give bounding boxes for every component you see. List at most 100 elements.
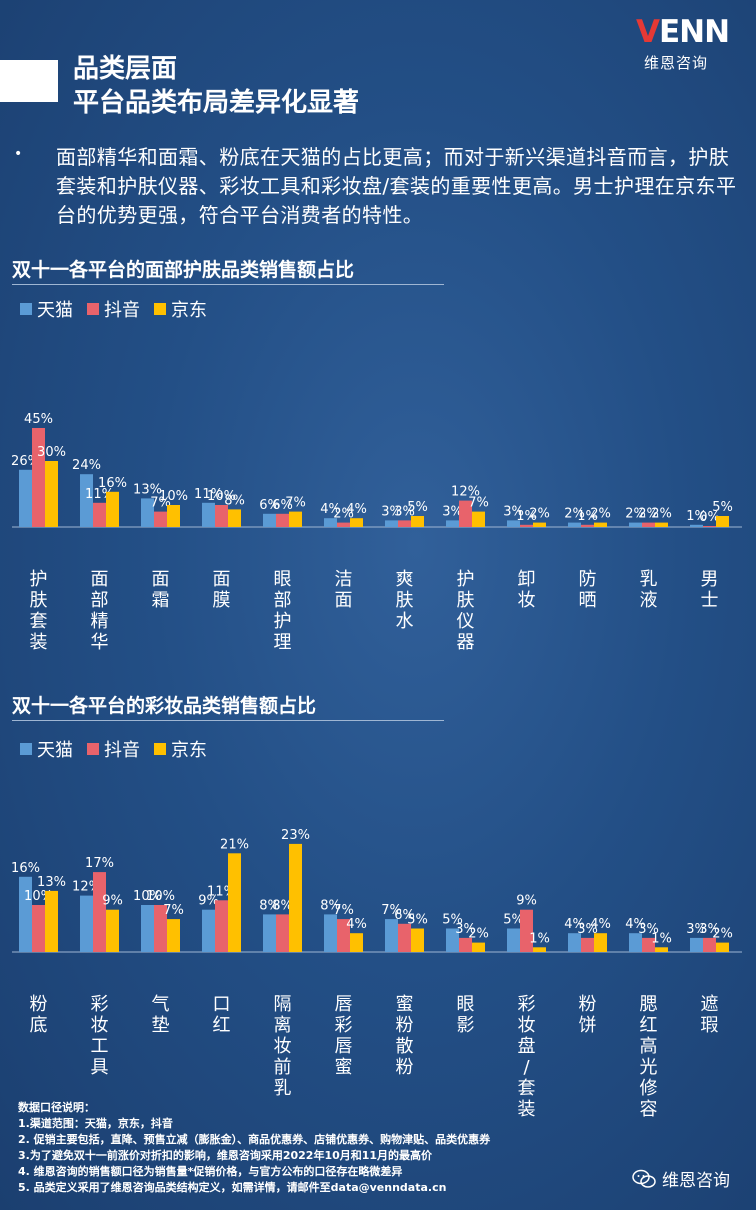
data-label: 5% [442,913,463,928]
bar-天猫 [446,928,459,952]
data-label: 2% [468,927,489,942]
data-label: 1% [686,509,707,524]
bar-京东 [228,509,241,527]
data-label: 0% [699,510,720,525]
bar-京东 [289,843,302,952]
data-label: 4% [320,502,341,517]
data-label: 3% [503,504,524,519]
bar-抖音 [398,520,411,527]
category-label: 洁面 [335,569,353,611]
bar-天猫 [446,520,459,527]
category-label: 男士 [701,569,719,611]
bar-京东 [533,947,546,952]
bar-京东 [716,942,729,952]
data-label: 7% [468,496,489,511]
bar-天猫 [385,520,398,527]
category-label: 护肤仪器 [457,569,475,653]
legend-douyin-swatch [87,303,99,315]
data-label: 24% [72,458,101,473]
data-label: 3% [686,922,707,937]
venn-logo: VENN 维恩咨询 [636,14,746,84]
data-label: 21% [220,837,249,852]
bar-抖音 [581,524,594,527]
bar-天猫 [263,914,276,952]
note-line: 2. 促销主要包括，直降、预售立减（膨胀金）、商品优惠券、店铺优惠券、购物津贴、… [18,1133,491,1146]
data-label: 10% [159,489,188,504]
data-label: 5% [407,500,428,515]
bar-京东 [594,522,607,527]
bar-京东 [411,928,424,952]
logo-mark: VENN [636,14,730,50]
data-label: 2% [638,507,659,522]
bar-京东 [655,522,668,527]
data-label: 23% [281,828,310,843]
footer-brand: 维恩咨询 [632,1166,730,1191]
category-label: 眼影 [457,994,475,1036]
category-label: 卸妆 [518,569,536,611]
legend-jd: 京东 [154,736,207,762]
category-label: 彩妆工具 [91,994,109,1078]
data-label: 3% [381,504,402,519]
legend-douyin: 抖音 [87,736,140,762]
note-line: 3.为了避免双十一前涨价对折扣的影响，维恩咨询采用2022年10月和11月的最高… [18,1149,433,1162]
data-label: 3% [638,922,659,937]
legend-tmall-swatch [20,303,32,315]
data-label: 2% [333,507,354,522]
data-label: 9% [198,894,219,909]
bar-抖音 [459,500,472,527]
data-label: 10% [207,489,236,504]
data-label: 5% [712,500,733,515]
bar-京东 [411,516,424,527]
data-label: 6% [272,498,293,513]
data-label: 6% [259,498,280,513]
bar-京东 [533,522,546,527]
data-label: 7% [150,496,171,511]
chart1-divider [12,284,444,285]
bar-京东 [472,511,485,527]
bar-天猫 [385,919,398,952]
bar-抖音 [520,524,533,527]
data-label: 3% [699,922,720,937]
title-marker [0,60,58,102]
bar-抖音 [154,905,167,952]
data-label: 10% [146,889,175,904]
chart1-title: 双十一各平台的面部护肤品类销售额占比 [12,259,355,281]
bar-京东 [350,933,363,952]
legend-jd-swatch [154,743,166,755]
bullet-icon: • [14,146,23,162]
page-title: 品类层面 平台品类布局差异化显著 [73,54,360,118]
bar-抖音 [703,526,716,527]
bar-抖音 [337,919,350,952]
category-label: 爽肤水 [396,569,414,632]
bar-京东 [106,909,119,952]
bar-天猫 [324,518,337,527]
legend-tmall: 天猫 [20,736,73,762]
category-label: 护肤套装 [30,569,48,653]
bar-抖音 [276,914,289,952]
data-label: 9% [516,894,537,909]
data-label: 16% [11,861,40,876]
bar-京东 [655,947,668,952]
legend-douyin: 抖音 [87,296,140,322]
note-line: 4. 维恩咨询的销售额口径为销售量*促销价格，与官方公布的口径存在略微差异 [18,1165,403,1178]
bar-天猫 [263,513,276,527]
bar-京东 [350,518,363,527]
note-line: 数据口径说明： [18,1101,95,1114]
data-label: 2% [712,927,733,942]
wechat-icon [632,1169,656,1188]
bar-天猫 [202,502,215,527]
data-notes: 数据口径说明： 1.渠道范围：天猫，京东，抖音 2. 促销主要包括，直降、预售立减（… [18,1100,490,1196]
category-label: 遮瑕 [701,994,719,1036]
data-label: 5% [503,913,524,928]
bar-抖音 [32,905,45,952]
category-label: 蜜粉散粉 [396,994,414,1078]
bar-抖音 [337,522,350,527]
category-label: 面部精华 [91,569,109,653]
bar-天猫 [202,909,215,952]
bar-天猫 [141,498,154,527]
data-label: 7% [163,903,184,918]
data-label: 1% [577,509,598,524]
bar-抖音 [459,937,472,952]
data-label: 8% [320,898,341,913]
bar-抖音 [154,511,167,527]
